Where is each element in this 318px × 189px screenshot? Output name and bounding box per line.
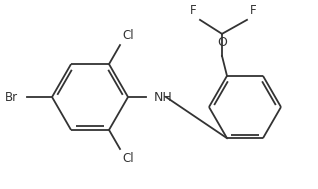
Text: Cl: Cl	[122, 152, 134, 165]
Text: F: F	[250, 4, 257, 17]
Text: O: O	[217, 36, 227, 49]
Text: Br: Br	[5, 91, 18, 104]
Text: F: F	[190, 4, 197, 17]
Text: Cl: Cl	[122, 29, 134, 42]
Text: NH: NH	[154, 91, 173, 104]
